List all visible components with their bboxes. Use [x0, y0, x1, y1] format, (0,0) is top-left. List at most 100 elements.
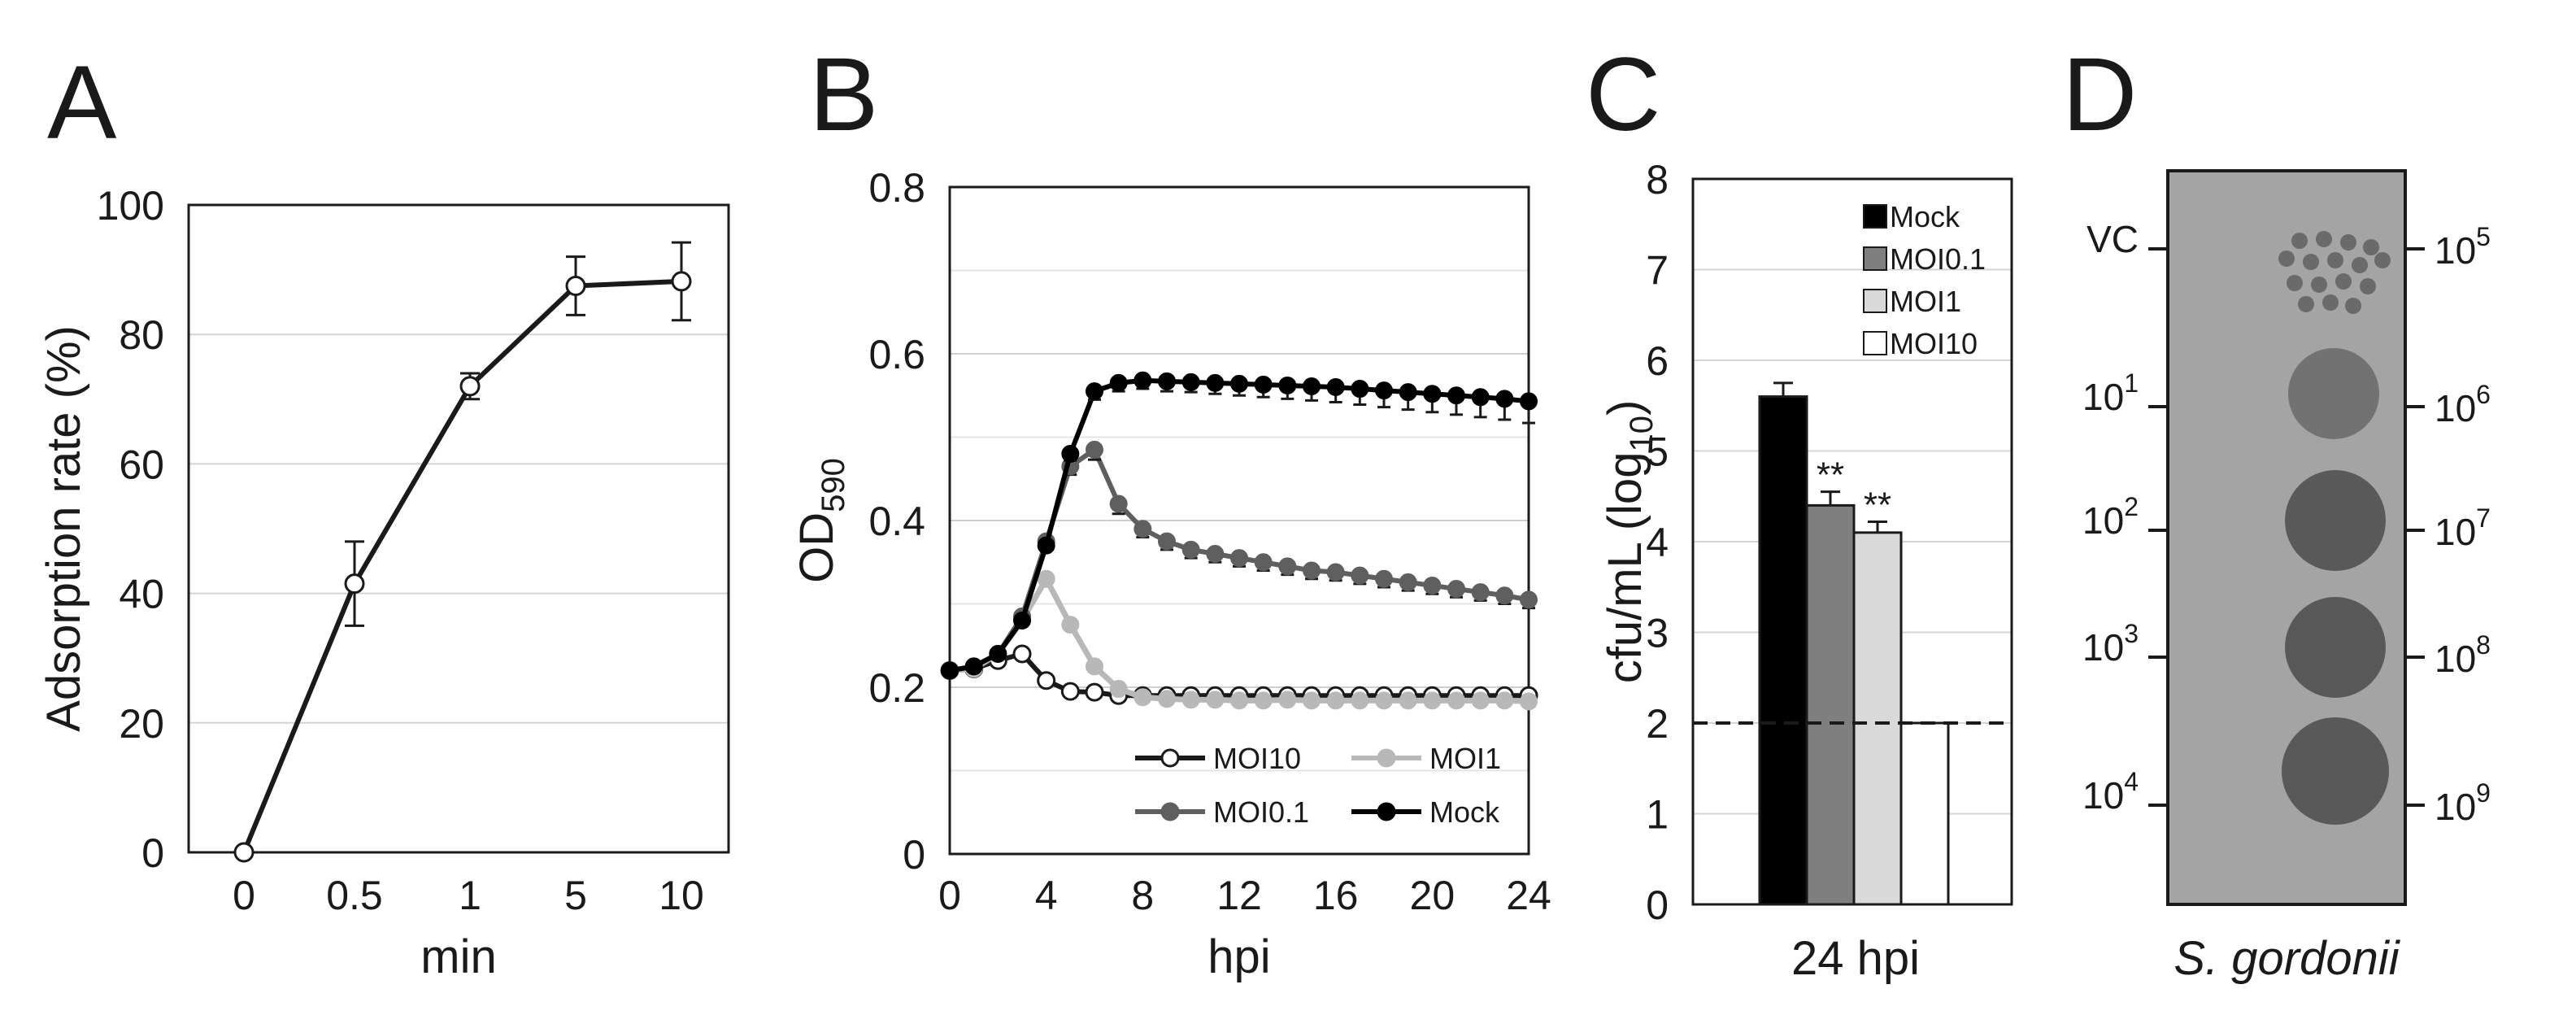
plaque-spot — [2374, 252, 2391, 268]
data-point-b-mock — [1134, 371, 1152, 390]
x-axis-title-c: 24 hpi — [1791, 932, 1920, 985]
data-point-b-mock — [1013, 612, 1031, 629]
right-row-label: 105 — [2435, 222, 2491, 272]
data-point-b-moi1 — [1278, 690, 1297, 709]
right-row-label: 107 — [2435, 503, 2491, 553]
panel-letter-b: B — [809, 37, 878, 153]
right-row-label: 109 — [2435, 778, 2491, 828]
lysis-zone — [2288, 348, 2379, 439]
data-point-b-moi1 — [1326, 691, 1345, 710]
data-point-b-moi1 — [1520, 692, 1538, 711]
panel-letter-c: C — [1586, 37, 1660, 153]
right-row-label-exp: 7 — [2476, 503, 2491, 533]
data-point-b-moi10 — [1012, 644, 1032, 664]
data-point-b-mock — [1399, 383, 1417, 402]
legend-marker-mock — [1377, 802, 1396, 821]
data-point-b-moi1 — [1447, 691, 1465, 710]
data-point-b-moi1 — [1303, 691, 1321, 710]
data-point-b-moi01 — [1158, 532, 1176, 551]
data-point-b-moi01 — [1181, 540, 1200, 559]
y-tick-label-c: 3 — [1646, 611, 1669, 656]
plate-caption: S. gordonii — [2174, 932, 2400, 985]
data-point-b-moi01 — [1230, 549, 1248, 568]
legend-label-moi1: MOI1 — [1429, 742, 1501, 775]
y-tick-label-b: 0 — [903, 832, 925, 878]
y-axis-title-c-sub: 10 — [1624, 416, 1660, 452]
left-row-label: 103 — [2082, 619, 2139, 669]
data-point-b-mock — [1375, 381, 1393, 400]
data-point-b-moi10 — [1060, 682, 1080, 701]
right-row-label: 108 — [2435, 630, 2491, 680]
y-tick-label-a: 20 — [119, 701, 164, 747]
data-point-b-mock — [989, 645, 1007, 663]
y-tick-label-a: 60 — [119, 442, 164, 487]
data-point-b-moi1 — [1061, 616, 1080, 634]
panel-c: C 0 1 2 3 4 5 6 7 8 ** ** Mock MOI0.1 MOI1 MOI10 24 hpi c… — [1586, 37, 2013, 985]
data-point-a — [233, 842, 255, 863]
left-row-label-exp: 1 — [2124, 368, 2139, 398]
y-tick-label-b: 0.8 — [868, 165, 925, 211]
left-row-label-base: VC — [2086, 218, 2139, 260]
right-row-label-base: 10 — [2435, 511, 2476, 553]
data-point-b-moi01 — [1520, 590, 1538, 609]
y-tick-label-c: 7 — [1646, 248, 1669, 294]
legend-label-c-mock: Mock — [1890, 200, 1960, 233]
y-tick-label-a: 100 — [97, 183, 164, 229]
data-point-b-moi01 — [1399, 573, 1417, 591]
data-point-b-moi01 — [1447, 580, 1465, 599]
data-point-b-moi1 — [1037, 569, 1055, 588]
left-row-label-exp: 2 — [2124, 492, 2139, 521]
data-point-b-moi1 — [1086, 657, 1103, 676]
data-point-b-mock — [1109, 373, 1128, 392]
right-row-label-base: 10 — [2435, 229, 2476, 272]
y-tick-label-a: 0 — [141, 830, 164, 876]
x-axis-title-a: min — [420, 930, 496, 983]
data-point-b-moi1 — [1399, 691, 1417, 710]
data-point-b-mock — [1278, 376, 1297, 394]
y-tick-label-a: 80 — [119, 312, 164, 358]
right-row-label-base: 10 — [2435, 638, 2476, 680]
x-tick-label-b: 0 — [938, 873, 961, 918]
legend-marker-moi10 — [1160, 748, 1180, 768]
data-point-b-moi10 — [1085, 682, 1104, 702]
data-point-b-mock — [1086, 382, 1103, 401]
plaque-spot — [2352, 257, 2368, 273]
left-row-label-exp: 3 — [2124, 619, 2139, 648]
panel-b: B 0 0.2 0.4 0.6 0.8 0 4 8 12 16 20 24 MOI10 MOI1 MOI0.1… — [790, 37, 1551, 983]
legend-swatch-moi1 — [1863, 289, 1887, 313]
y-tick-label-c: 4 — [1646, 520, 1669, 565]
bar-moi01 — [1805, 503, 1856, 906]
data-point-a — [565, 276, 586, 296]
data-point-b-moi1 — [1423, 691, 1442, 710]
left-row-label-base: 10 — [2082, 626, 2124, 669]
y-axis-title-c-end: ) — [1599, 400, 1651, 416]
data-point-b-mock — [1061, 445, 1080, 463]
bar-moi1 — [1852, 531, 1903, 906]
plaque-spot — [2363, 239, 2379, 255]
data-point-b-moi01 — [1206, 545, 1225, 563]
data-point-b-moi1 — [1254, 691, 1273, 710]
data-point-b-moi01 — [1303, 561, 1321, 580]
lysis-zone — [2285, 597, 2386, 698]
data-point-b-mock — [1158, 372, 1176, 390]
data-point-b-moi01 — [1254, 553, 1273, 572]
left-row-label: 101 — [2082, 368, 2139, 418]
bar-moi10 — [1899, 721, 1950, 906]
data-point-b-mock — [1423, 385, 1442, 403]
panel-letter-a: A — [47, 45, 117, 161]
legend-swatch-mock — [1863, 204, 1887, 229]
legend-b: MOI10 MOI1 MOI0.1 Mock — [1135, 742, 1501, 829]
y-axis-title-c: cfu/mL (log10) — [1599, 400, 1660, 684]
legend-label-moi10: MOI10 — [1213, 742, 1301, 775]
data-point-b-moi01 — [1134, 520, 1152, 538]
y-tick-label-c: 2 — [1646, 701, 1669, 747]
x-tick-label-a: 0.5 — [326, 873, 383, 918]
x-tick-label-b: 24 — [1506, 873, 1551, 918]
data-point-b-moi01 — [1278, 557, 1297, 576]
x-tick-label-b: 16 — [1313, 873, 1359, 918]
legend-label-mock: Mock — [1429, 795, 1500, 829]
data-point-b-moi1 — [1495, 691, 1514, 710]
plaque-spot — [2291, 233, 2308, 249]
